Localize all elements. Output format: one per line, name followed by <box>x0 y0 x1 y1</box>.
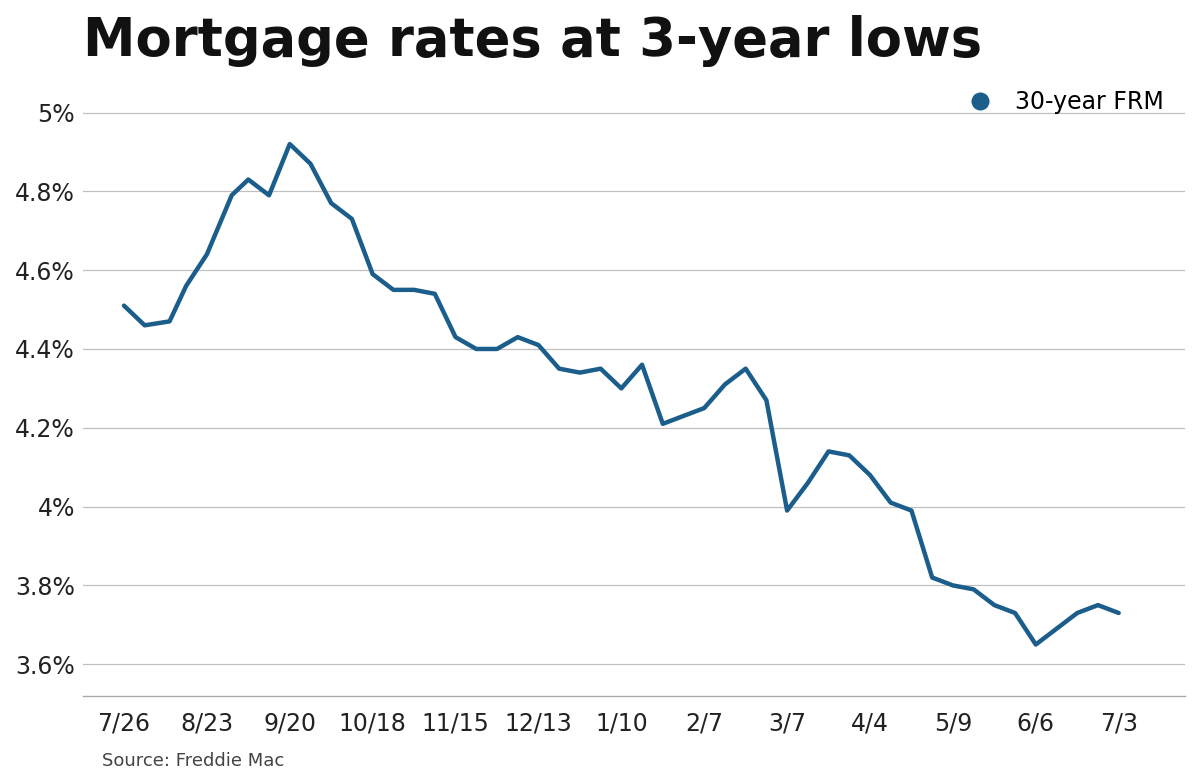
Text: Source: Freddie Mac: Source: Freddie Mac <box>102 752 284 770</box>
Text: Mortgage rates at 3-year lows: Mortgage rates at 3-year lows <box>83 15 982 67</box>
Legend: 30-year FRM: 30-year FRM <box>947 81 1174 124</box>
